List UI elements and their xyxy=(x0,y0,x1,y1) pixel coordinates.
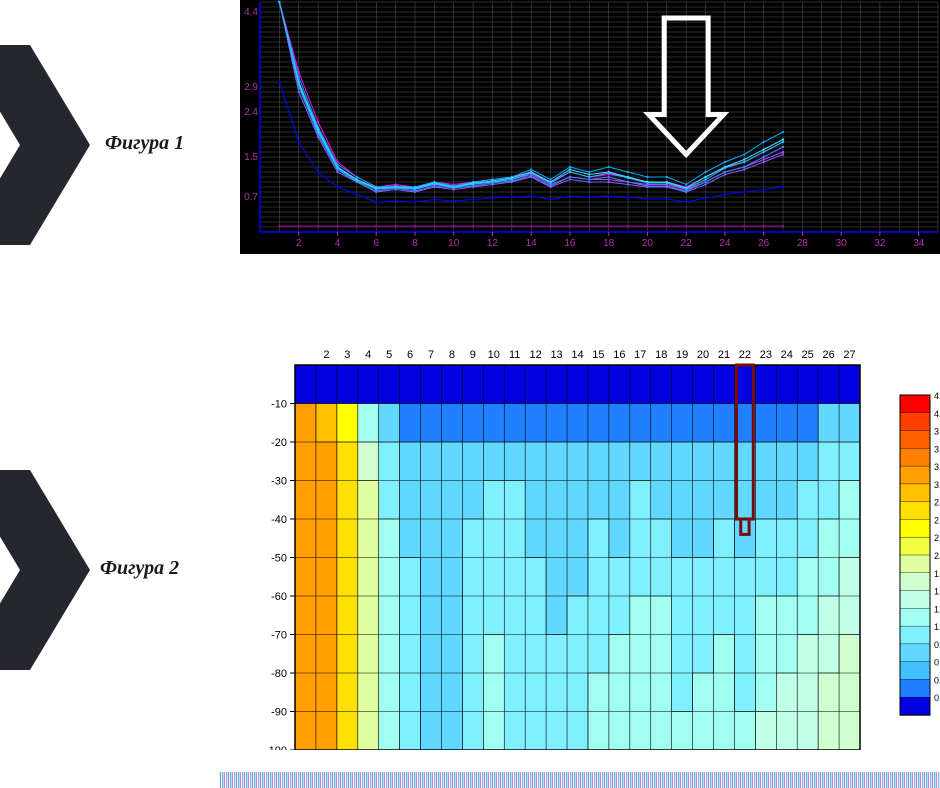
svg-text:22: 22 xyxy=(681,238,693,249)
svg-text:5: 5 xyxy=(386,349,392,361)
page: { "fig1_label":"Фигура 1", "fig2_label":… xyxy=(0,0,940,788)
chevron-shape xyxy=(0,45,90,245)
chevron-fig2 xyxy=(0,470,90,670)
svg-text:-100: -100 xyxy=(265,745,287,750)
svg-text:3.10: 3.10 xyxy=(934,480,940,490)
svg-text:12: 12 xyxy=(530,349,542,361)
svg-text:14: 14 xyxy=(526,238,538,249)
svg-text:24: 24 xyxy=(781,349,793,361)
svg-text:4.13: 4.13 xyxy=(934,409,940,419)
svg-text:16: 16 xyxy=(564,238,576,249)
svg-text:-30: -30 xyxy=(271,476,287,488)
svg-text:2: 2 xyxy=(296,238,302,249)
svg-text:9: 9 xyxy=(470,349,476,361)
svg-text:0.77: 0.77 xyxy=(934,640,940,650)
noise-strip xyxy=(220,772,940,788)
svg-text:1.81: 1.81 xyxy=(934,569,940,579)
svg-text:2.06: 2.06 xyxy=(934,551,940,561)
svg-text:30: 30 xyxy=(836,238,848,249)
svg-text:24: 24 xyxy=(719,238,731,249)
svg-text:4.39: 4.39 xyxy=(934,391,940,401)
svg-text:0.52: 0.52 xyxy=(934,658,940,668)
chevron-shape xyxy=(0,470,90,670)
svg-text:3.61: 3.61 xyxy=(934,444,940,454)
svg-text:26: 26 xyxy=(822,349,834,361)
svg-text:-10: -10 xyxy=(271,399,287,411)
svg-text:-90: -90 xyxy=(271,707,287,719)
svg-text:12: 12 xyxy=(487,238,499,249)
svg-text:4: 4 xyxy=(335,238,341,249)
svg-text:3: 3 xyxy=(344,349,350,361)
svg-text:6: 6 xyxy=(407,349,413,361)
svg-text:21: 21 xyxy=(718,349,730,361)
svg-text:8: 8 xyxy=(449,349,455,361)
svg-text:3.87: 3.87 xyxy=(934,427,940,437)
svg-text:2.4: 2.4 xyxy=(244,107,258,118)
svg-text:27: 27 xyxy=(843,349,855,361)
svg-text:2.84: 2.84 xyxy=(934,498,940,508)
svg-text:0.7: 0.7 xyxy=(244,192,258,203)
svg-text:34: 34 xyxy=(913,238,925,249)
svg-text:4: 4 xyxy=(365,349,371,361)
svg-text:1.55: 1.55 xyxy=(934,587,940,597)
svg-text:8: 8 xyxy=(412,238,418,249)
svg-text:7: 7 xyxy=(428,349,434,361)
svg-text:-60: -60 xyxy=(271,591,287,603)
svg-text:20: 20 xyxy=(697,349,709,361)
svg-text:4.4: 4.4 xyxy=(244,7,258,18)
svg-text:6: 6 xyxy=(373,238,379,249)
svg-text:0.00: 0.00 xyxy=(934,693,940,703)
svg-text:18: 18 xyxy=(603,238,615,249)
line-chart: 2468101214161820222426283032340.71.52.42… xyxy=(240,0,940,254)
svg-text:0.26: 0.26 xyxy=(934,675,940,685)
svg-text:-80: -80 xyxy=(271,668,287,680)
svg-text:2.32: 2.32 xyxy=(934,533,940,543)
svg-text:1.29: 1.29 xyxy=(934,604,940,614)
svg-text:-70: -70 xyxy=(271,630,287,642)
svg-text:-50: -50 xyxy=(271,553,287,565)
svg-text:25: 25 xyxy=(802,349,814,361)
svg-text:-40: -40 xyxy=(271,514,287,526)
svg-text:19: 19 xyxy=(676,349,688,361)
svg-text:1.03: 1.03 xyxy=(934,622,940,632)
svg-text:2.9: 2.9 xyxy=(244,82,258,93)
svg-text:15: 15 xyxy=(592,349,604,361)
heatmap-chart: 2345678910111213141516171819202122232425… xyxy=(240,340,940,750)
svg-text:28: 28 xyxy=(797,238,809,249)
svg-text:22: 22 xyxy=(739,349,751,361)
svg-text:1.5: 1.5 xyxy=(244,152,258,163)
svg-text:2: 2 xyxy=(323,349,329,361)
svg-text:2.58: 2.58 xyxy=(934,515,940,525)
chevron-fig1 xyxy=(0,45,90,245)
svg-text:16: 16 xyxy=(613,349,625,361)
svg-text:14: 14 xyxy=(571,349,583,361)
svg-text:20: 20 xyxy=(642,238,654,249)
svg-text:-20: -20 xyxy=(271,437,287,449)
svg-text:11: 11 xyxy=(509,349,520,361)
svg-text:26: 26 xyxy=(758,238,770,249)
svg-text:10: 10 xyxy=(448,238,460,249)
svg-text:13: 13 xyxy=(550,349,562,361)
svg-text:23: 23 xyxy=(760,349,772,361)
fig1-label: Фигура 1 xyxy=(105,132,184,155)
fig2-label: Фигура 2 xyxy=(100,557,179,580)
svg-text:32: 32 xyxy=(874,238,886,249)
svg-text:3.35: 3.35 xyxy=(934,462,940,472)
svg-text:18: 18 xyxy=(655,349,667,361)
svg-text:10: 10 xyxy=(488,349,500,361)
svg-text:17: 17 xyxy=(634,349,646,361)
